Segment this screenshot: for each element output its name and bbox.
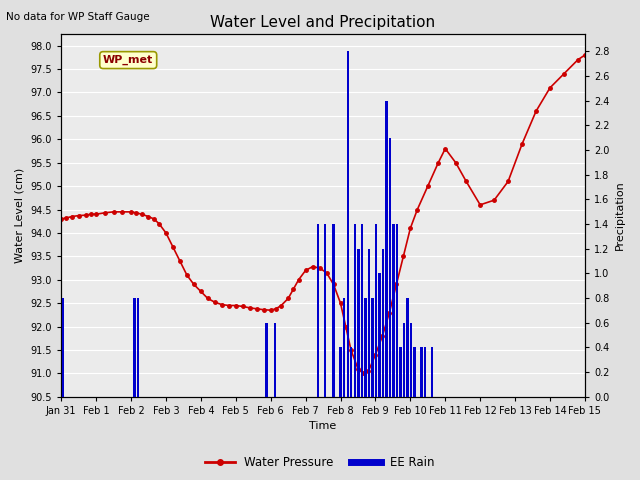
Bar (399, 348, 402, 397)
Bar (358, 249, 360, 397)
Bar (389, 138, 391, 397)
Bar (382, 249, 385, 397)
Bar (371, 298, 374, 397)
Y-axis label: Water Level (cm): Water Level (cm) (15, 168, 25, 263)
Bar (354, 224, 356, 397)
Bar (350, 348, 352, 397)
Bar (266, 323, 268, 397)
Text: No data for WP Staff Gauge: No data for WP Staff Gauge (6, 12, 150, 22)
Legend: Water Pressure, EE Rain: Water Pressure, EE Rain (200, 452, 440, 474)
Bar (361, 224, 364, 397)
Bar (431, 348, 433, 397)
Bar (396, 224, 398, 397)
Bar (375, 224, 378, 397)
Bar (61, 298, 64, 397)
Bar (332, 224, 335, 397)
Bar (347, 51, 349, 397)
Bar (410, 323, 412, 397)
Bar (403, 323, 405, 397)
Bar (378, 274, 381, 397)
Bar (413, 348, 416, 397)
Bar (406, 298, 409, 397)
Title: Water Level and Precipitation: Water Level and Precipitation (211, 15, 436, 30)
Bar (364, 298, 367, 397)
Bar (392, 224, 395, 397)
Y-axis label: Precipitation: Precipitation (615, 180, 625, 250)
Text: WP_met: WP_met (103, 55, 154, 65)
Bar (424, 348, 426, 397)
Bar (317, 224, 319, 397)
Bar (385, 101, 388, 397)
X-axis label: Time: Time (309, 421, 337, 432)
Bar (343, 298, 345, 397)
Bar (133, 298, 136, 397)
Bar (420, 348, 423, 397)
Bar (368, 249, 371, 397)
Bar (324, 224, 326, 397)
Bar (339, 348, 342, 397)
Bar (274, 323, 276, 397)
Bar (137, 298, 140, 397)
